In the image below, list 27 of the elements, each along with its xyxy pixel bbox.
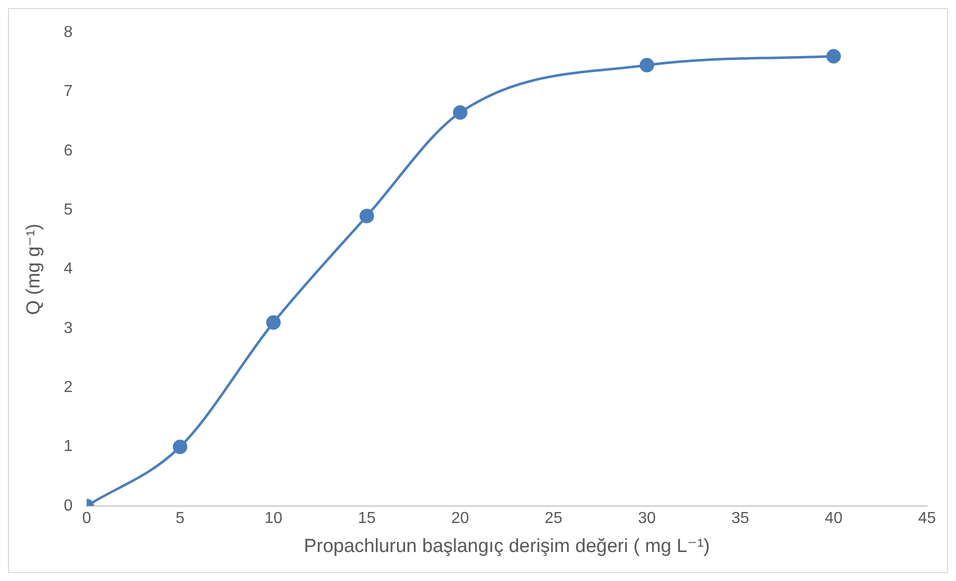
point — [826, 49, 841, 64]
y-axis-title: Q (mg g⁻¹) — [24, 224, 45, 315]
point — [266, 315, 281, 330]
y-tick-label: 6 — [64, 142, 73, 160]
y-tick-label: 3 — [64, 320, 73, 337]
x-tick-label: 30 — [638, 510, 656, 528]
x-tick-label: 45 — [918, 510, 936, 528]
point — [452, 105, 468, 120]
y-tick-label: 0 — [64, 497, 73, 514]
y-tick-label: 5 — [64, 202, 73, 219]
x-tick-label: 15 — [358, 510, 376, 528]
y-tick-label: 1 — [64, 438, 73, 456]
point — [640, 58, 654, 72]
y-tick-label: 8 — [64, 24, 73, 42]
y-tick-label: 2 — [64, 379, 73, 396]
x-tick-label: 40 — [824, 510, 843, 528]
x-tick-label: 0 — [82, 510, 92, 528]
point — [172, 440, 188, 454]
y-tick-label: 4 — [64, 260, 73, 278]
x-tick-label: 35 — [731, 510, 750, 528]
point — [360, 208, 374, 224]
y-tick-label: 7 — [64, 83, 73, 100]
x-axis-title: Propachlurun başlangıç derişim değeri ( mg L⁻¹) — [304, 536, 710, 557]
x-tick-label: 10 — [264, 510, 282, 528]
x-tick-label: 20 — [451, 510, 470, 528]
x-tick-label: 5 — [176, 510, 185, 528]
x-tick-label: 25 — [544, 510, 563, 528]
